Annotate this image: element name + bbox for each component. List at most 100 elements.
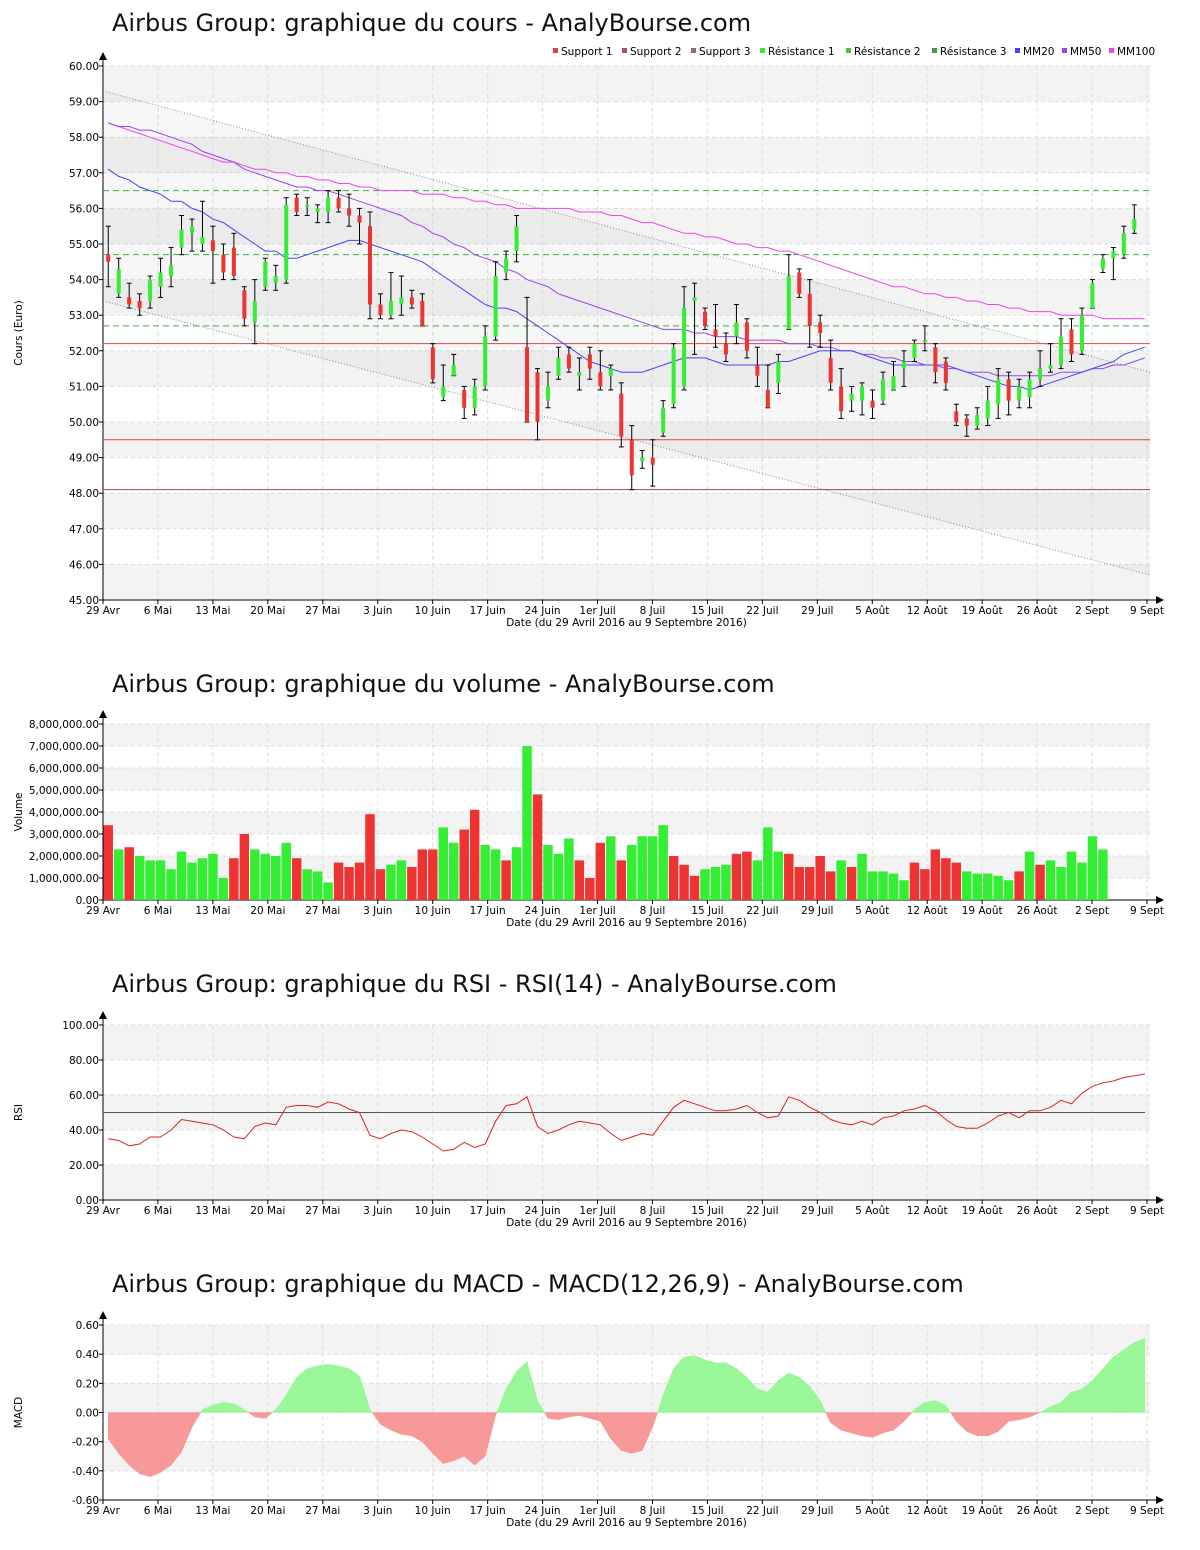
x-tick-label: 15 Juil (691, 605, 723, 617)
x-tick-label: 27 Mai (305, 905, 340, 917)
volume-bar (1045, 860, 1056, 900)
volume-bar (784, 853, 794, 900)
macd-area-segment (893, 1412, 905, 1431)
y-tick-label: 47.00 (69, 524, 99, 536)
x-tick-label: 17 Juin (470, 905, 506, 917)
macd-area-segment (247, 1412, 256, 1418)
candle-body (409, 297, 414, 305)
x-axis-arrow (1156, 1196, 1164, 1204)
volume-bar (742, 851, 752, 900)
candle-body (441, 386, 446, 398)
y-tick-label: 51.00 (69, 381, 99, 393)
x-tick-label: 29 Avr (86, 905, 120, 917)
y-axis-arrow (99, 1011, 107, 1019)
candle-body (765, 389, 770, 408)
candle-body (189, 226, 194, 234)
volume-bar (480, 845, 490, 900)
macd-area-segment (411, 1412, 423, 1443)
macd-area-segment (715, 1362, 727, 1413)
x-tick-label: 19 Août (962, 1205, 1003, 1217)
x-tick-label: 20 Mai (250, 1505, 285, 1517)
candle-body (430, 347, 435, 380)
macd-area-segment (694, 1355, 706, 1413)
candle-body (284, 204, 289, 280)
x-tick-label: 24 Juin (525, 605, 561, 617)
volume-bar (1098, 849, 1108, 900)
volume-bar (375, 869, 386, 900)
candle-body (336, 197, 341, 209)
x-tick-label: 19 Août (962, 1505, 1003, 1517)
volume-bar (354, 862, 365, 900)
x-tick-label: 6 Mai (144, 1505, 172, 1517)
volume-bar (1066, 851, 1077, 900)
grid-band (103, 279, 1150, 316)
candle-body (608, 368, 613, 376)
candle-body (776, 361, 781, 383)
y-tick-label: 1,000,000.00 (29, 873, 99, 885)
candle-body (860, 386, 865, 401)
x-tick-label: 10 Juin (415, 905, 451, 917)
volume-bar (752, 860, 763, 900)
volume-bar (647, 836, 658, 900)
candle-body (378, 304, 383, 316)
candle-body (148, 279, 153, 301)
x-tick-label: 29 Avr (86, 1505, 120, 1517)
macd-area-segment (725, 1362, 737, 1413)
x-tick-label: 2 Sept (1075, 1505, 1109, 1517)
trend-channel-upper (102, 90, 1151, 373)
x-tick-label: 17 Juin (470, 1205, 506, 1217)
x-tick-label: 13 Mai (195, 1205, 230, 1217)
macd-area-segment (746, 1376, 758, 1413)
volume-bar (386, 864, 396, 900)
volume-bar (229, 858, 239, 900)
volume-bar (993, 875, 1003, 900)
y-tick-label: 7,000,000.00 (29, 741, 99, 753)
volume-bar (260, 853, 271, 900)
candle-body (137, 300, 142, 309)
macd-area-segment (543, 1412, 549, 1420)
legend-swatch (1062, 48, 1067, 53)
volume-chart-svg: 0.00 1,000,000.00 2,000,000.00 3,000,000.00… (13, 710, 1164, 929)
macd-area-segment (945, 1404, 952, 1413)
y-tick-label: 58.00 (69, 132, 99, 144)
legend-swatch (691, 48, 696, 53)
volume-bar (1024, 851, 1035, 900)
y-tick-label: 45.00 (69, 595, 99, 607)
macd-area-segment (600, 1412, 612, 1440)
x-tick-label: 1er Juil (579, 1505, 615, 1517)
x-tick-label: 27 Mai (305, 605, 340, 617)
legend-label: MM20 (1023, 46, 1054, 58)
macd-chart: Airbus Group: graphique du MACD - MACD(1… (0, 1260, 1200, 1550)
x-tick-label: 29 Juil (801, 605, 833, 617)
x-axis-arrow (1156, 896, 1164, 904)
x-tick-label: 29 Avr (86, 605, 120, 617)
candle-body (326, 197, 331, 212)
x-tick-label: 19 Août (962, 905, 1003, 917)
candle-body (367, 226, 372, 305)
candle-body (566, 354, 571, 369)
volume-bar (668, 856, 679, 900)
y-tick-label: 0.20 (76, 1378, 99, 1390)
grid-band (103, 137, 1150, 173)
candle-body (807, 293, 812, 326)
x-tick-label: 22 Juil (746, 905, 778, 917)
rsi-chart-svg: 0.00 20.00 40.00 60.00 80.00 100.00 29 Avr 6 Ma… (13, 1011, 1164, 1229)
macd-area-segment (788, 1372, 800, 1413)
volume-bar (962, 871, 972, 900)
macd-area-segment (474, 1412, 486, 1466)
volume-bar (700, 869, 710, 900)
macd-area-segment (463, 1412, 475, 1466)
candle-body (106, 254, 111, 262)
candle-body (755, 365, 760, 376)
macd-area-segment (1123, 1341, 1135, 1413)
candle-body (1079, 315, 1084, 351)
candle-body (744, 322, 749, 351)
x-tick-label: 1er Juil (579, 605, 615, 617)
volume-bar (365, 814, 375, 900)
candle-body (388, 300, 393, 316)
candle-body (577, 372, 582, 376)
y-tick-label: 2,000,000.00 (29, 851, 99, 863)
volume-bar (595, 842, 606, 900)
macd-area-segment (778, 1372, 790, 1413)
candle-body (231, 247, 236, 277)
